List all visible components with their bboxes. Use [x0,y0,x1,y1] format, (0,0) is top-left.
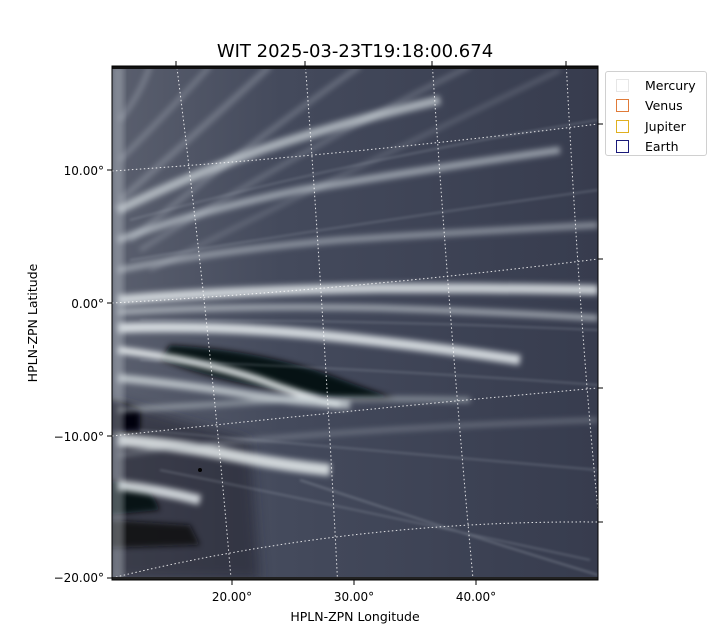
coordinate-grid [112,66,598,580]
x-tick-label: 30.00° [334,590,374,604]
x-tick-label: 40.00° [456,590,496,604]
coronagraph-image [112,66,598,580]
legend-item-venus: Venus [616,96,706,117]
y-axis-label: HPLN-ZPN Latitude [25,263,40,382]
legend-swatch [616,99,629,113]
legend-swatch [616,78,629,92]
legend-swatch [616,140,629,154]
legend-swatch [616,119,629,133]
y-tick-label: −20.00° [54,571,104,585]
legend-label: Jupiter [645,118,686,134]
x-tick-label: 20.00° [212,590,252,604]
legend-label: Venus [645,98,683,114]
y-tick-label: 10.00° [64,164,104,178]
legend-item-earth: Earth [616,137,706,158]
y-tick-label: −10.00° [54,430,104,444]
legend-label: Earth [645,139,679,155]
y-tick-label: 0.00° [71,297,104,311]
x-axis-label: HPLN-ZPN Longitude [290,609,420,624]
legend-item-mercury: Mercury [616,75,706,96]
legend-item-jupiter: Jupiter [616,116,706,137]
figure-title: WIT 2025-03-23T19:18:00.674 [217,41,493,62]
legend-label: Mercury [645,77,696,93]
legend: Mercury Venus Jupiter Earth [605,71,707,156]
